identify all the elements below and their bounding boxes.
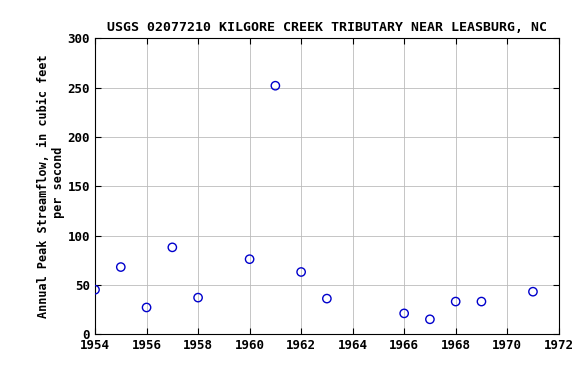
Title: USGS 02077210 KILGORE CREEK TRIBUTARY NEAR LEASBURG, NC: USGS 02077210 KILGORE CREEK TRIBUTARY NE… (107, 22, 547, 35)
Point (245, 256, 254, 262)
Point (451, 298, 460, 305)
Point (168, 244, 177, 250)
Point (528, 289, 537, 295)
Point (142, 305, 151, 311)
Y-axis label: Annual Peak Streamflow, in cubic feet
 per second: Annual Peak Streamflow, in cubic feet pe… (37, 55, 65, 318)
Point (323, 296, 332, 302)
Point (297, 269, 306, 275)
Point (116, 264, 126, 270)
Point (90, 286, 100, 293)
Point (425, 316, 434, 323)
Point (194, 295, 203, 301)
Point (271, 83, 280, 89)
Point (477, 298, 486, 305)
Point (400, 310, 409, 316)
